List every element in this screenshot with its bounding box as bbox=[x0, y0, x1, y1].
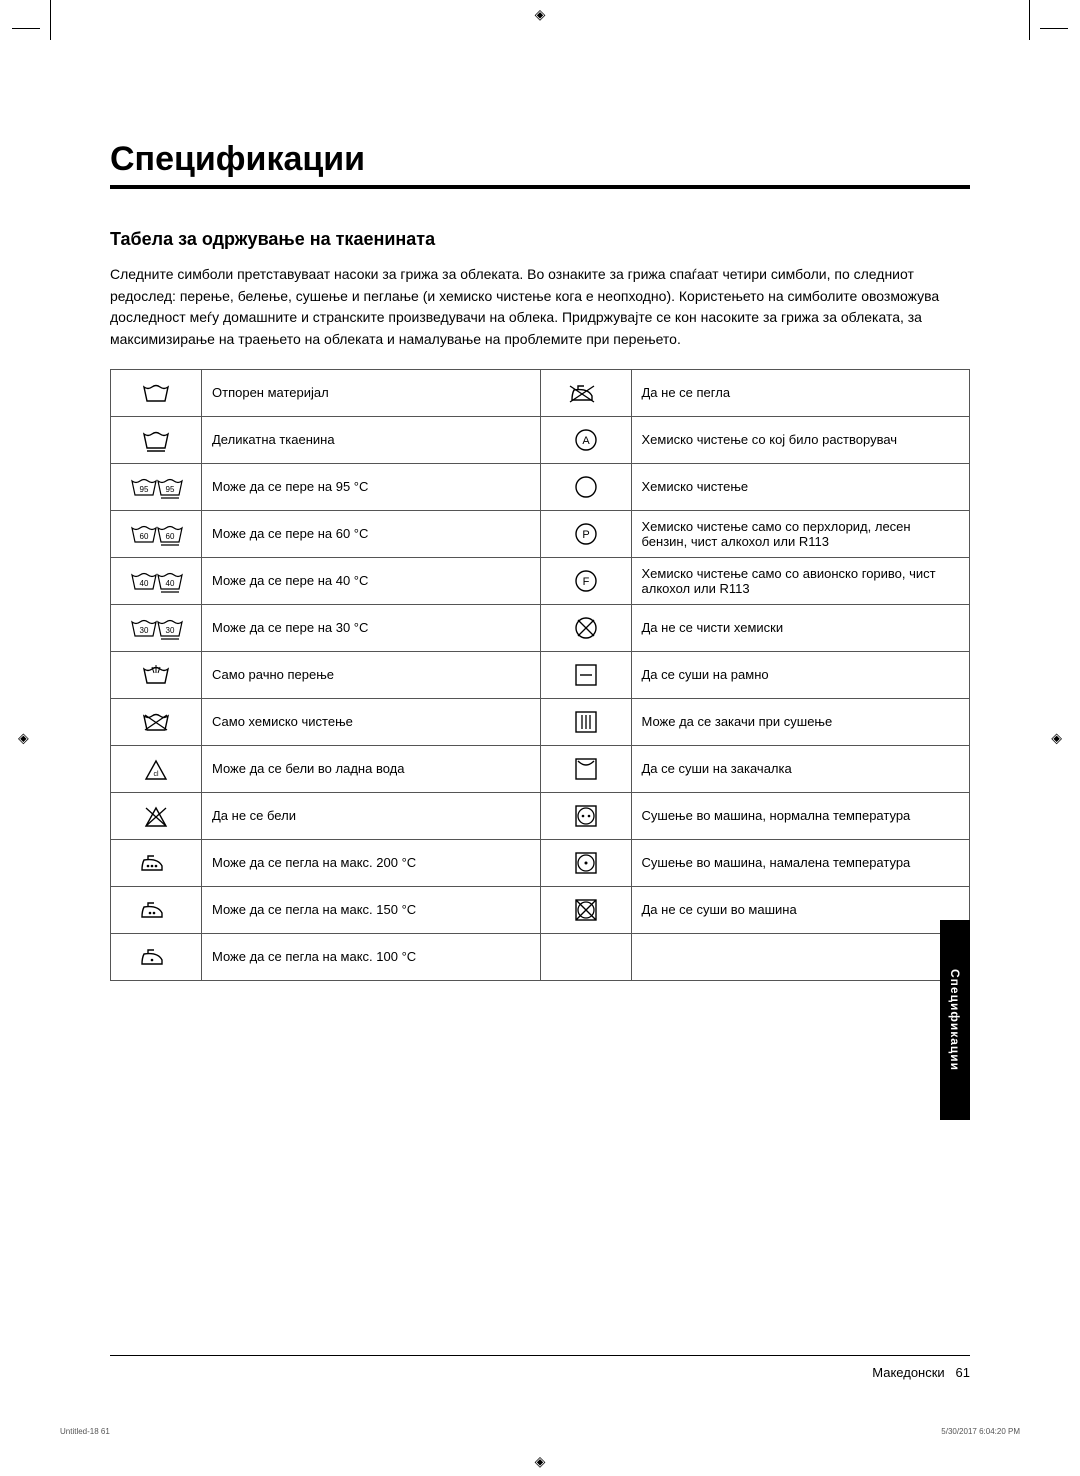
care-description: Може да се пере на 40 °C bbox=[202, 557, 541, 604]
svg-text:P: P bbox=[582, 529, 589, 541]
table-row: 40 40 Може да се пере на 40 °C F Хемиско чис… bbox=[111, 557, 970, 604]
table-row: 30 30 Може да се пере на 30 °C Да не се чис… bbox=[111, 604, 970, 651]
care-description: Да не се чисти хемиски bbox=[631, 604, 970, 651]
care-icon: P bbox=[540, 510, 631, 557]
care-icon bbox=[540, 886, 631, 933]
svg-text:60: 60 bbox=[140, 532, 149, 541]
footer-language: Македонски bbox=[872, 1365, 944, 1380]
registration-mark: ◈ bbox=[535, 1453, 546, 1470]
care-icon: 60 60 bbox=[111, 510, 202, 557]
footer-timestamp: 5/30/2017 6:04:20 PM bbox=[941, 1427, 1020, 1436]
table-row: Може да се пегла на макс. 100 °C bbox=[111, 933, 970, 980]
registration-mark: ◈ bbox=[1051, 730, 1062, 747]
care-icon bbox=[111, 933, 202, 980]
document-page: ◈ ◈ ◈ ◈ Спецификации Табела за одржување… bbox=[0, 0, 1080, 1476]
table-row: Да не се бели Сушење во машина, нормална … bbox=[111, 792, 970, 839]
svg-text:95: 95 bbox=[166, 485, 175, 494]
care-icon bbox=[111, 839, 202, 886]
care-description: Може да се пере на 95 °C bbox=[202, 463, 541, 510]
care-description: Хемиско чистење bbox=[631, 463, 970, 510]
side-tab: Спецификации bbox=[940, 920, 970, 1120]
care-description: Хемиско чистење само со перхлорид, лесен… bbox=[631, 510, 970, 557]
crop-mark bbox=[1040, 28, 1068, 29]
care-description: Сушење во машина, намалена температура bbox=[631, 839, 970, 886]
care-icon bbox=[540, 792, 631, 839]
table-row: Може да се пегла на макс. 150 °C Да не се… bbox=[111, 886, 970, 933]
footer-rule bbox=[110, 1355, 970, 1356]
svg-text:30: 30 bbox=[140, 626, 149, 635]
care-description: Да не се суши во машина bbox=[631, 886, 970, 933]
care-description: Може да се пегла на макс. 200 °C bbox=[202, 839, 541, 886]
care-icon bbox=[540, 369, 631, 416]
footer-doc-id: Untitled-18 61 bbox=[60, 1427, 110, 1436]
fabric-care-table: Отпорен материјалДа не се пеглаДеликатна… bbox=[110, 369, 970, 981]
intro-text: Следните симболи претставуваат насоки за… bbox=[110, 264, 970, 351]
svg-text:60: 60 bbox=[166, 532, 175, 541]
care-description: Деликатна ткаенина bbox=[202, 416, 541, 463]
care-description: Само хемиско чистење bbox=[202, 698, 541, 745]
table-row: Деликатна ткаенина A Хемиско чистење со ко… bbox=[111, 416, 970, 463]
svg-text:cl: cl bbox=[153, 771, 159, 778]
table-row: Отпорен материјал Да не се пегла bbox=[111, 369, 970, 416]
care-icon: 95 95 bbox=[111, 463, 202, 510]
care-icon bbox=[111, 698, 202, 745]
crop-mark bbox=[12, 28, 40, 29]
care-icon: F bbox=[540, 557, 631, 604]
care-icon: cl bbox=[111, 745, 202, 792]
svg-text:A: A bbox=[582, 435, 590, 447]
care-icon bbox=[540, 933, 631, 980]
care-description: Може да се пере на 30 °C bbox=[202, 604, 541, 651]
care-description: Само рачно перење bbox=[202, 651, 541, 698]
care-description: Сушење во машина, нормална температура bbox=[631, 792, 970, 839]
care-icon bbox=[540, 651, 631, 698]
title-rule bbox=[110, 185, 970, 189]
care-description: Хемиско чистење со кој било растворувач bbox=[631, 416, 970, 463]
care-icon bbox=[111, 369, 202, 416]
table-row: 95 95 Може да се пере на 95 °C Хемиско чист… bbox=[111, 463, 970, 510]
care-icon: 30 30 bbox=[111, 604, 202, 651]
footer-text: Македонски 61 bbox=[872, 1365, 970, 1380]
table-row: cl Може да се бели во ладна вода Да се суш… bbox=[111, 745, 970, 792]
care-description: Отпорен материјал bbox=[202, 369, 541, 416]
care-icon bbox=[540, 698, 631, 745]
care-icon bbox=[111, 416, 202, 463]
section-title: Табела за одржување на ткаенината bbox=[110, 229, 970, 250]
svg-text:F: F bbox=[582, 576, 589, 588]
table-row: Може да се пегла на макс. 200 °C Сушење в… bbox=[111, 839, 970, 886]
care-icon: 40 40 bbox=[111, 557, 202, 604]
care-icon bbox=[540, 604, 631, 651]
care-description: Може да се пегла на макс. 100 °C bbox=[202, 933, 541, 980]
care-description: Може да се бели во ладна вода bbox=[202, 745, 541, 792]
care-description: Да не се бели bbox=[202, 792, 541, 839]
care-icon bbox=[540, 839, 631, 886]
care-description: Да се суши на рамно bbox=[631, 651, 970, 698]
care-icon bbox=[111, 651, 202, 698]
care-icon bbox=[540, 745, 631, 792]
care-description: Хемиско чистење само со авионско гориво,… bbox=[631, 557, 970, 604]
footer-page-number: 61 bbox=[956, 1365, 970, 1380]
care-icon bbox=[540, 463, 631, 510]
care-description: Да не се пегла bbox=[631, 369, 970, 416]
care-description: Може да се пегла на макс. 150 °C bbox=[202, 886, 541, 933]
care-description: Може да се пере на 60 °C bbox=[202, 510, 541, 557]
svg-text:40: 40 bbox=[140, 579, 149, 588]
care-icon bbox=[111, 792, 202, 839]
care-icon bbox=[111, 886, 202, 933]
crop-mark bbox=[50, 0, 51, 40]
svg-text:30: 30 bbox=[166, 626, 175, 635]
registration-mark: ◈ bbox=[535, 6, 546, 23]
svg-text:95: 95 bbox=[140, 485, 149, 494]
care-icon: A bbox=[540, 416, 631, 463]
table-row: Само хемиско чистење Може да се закачи пр… bbox=[111, 698, 970, 745]
crop-mark bbox=[1029, 0, 1030, 40]
table-row: Само рачно перење Да се суши на рамно bbox=[111, 651, 970, 698]
svg-text:40: 40 bbox=[166, 579, 175, 588]
page-title: Спецификации bbox=[110, 140, 970, 179]
table-row: 60 60 Може да се пере на 60 °C P Хемиско чис… bbox=[111, 510, 970, 557]
registration-mark: ◈ bbox=[18, 730, 29, 747]
care-description bbox=[631, 933, 970, 980]
care-description: Да се суши на закачалка bbox=[631, 745, 970, 792]
care-description: Може да се закачи при сушење bbox=[631, 698, 970, 745]
